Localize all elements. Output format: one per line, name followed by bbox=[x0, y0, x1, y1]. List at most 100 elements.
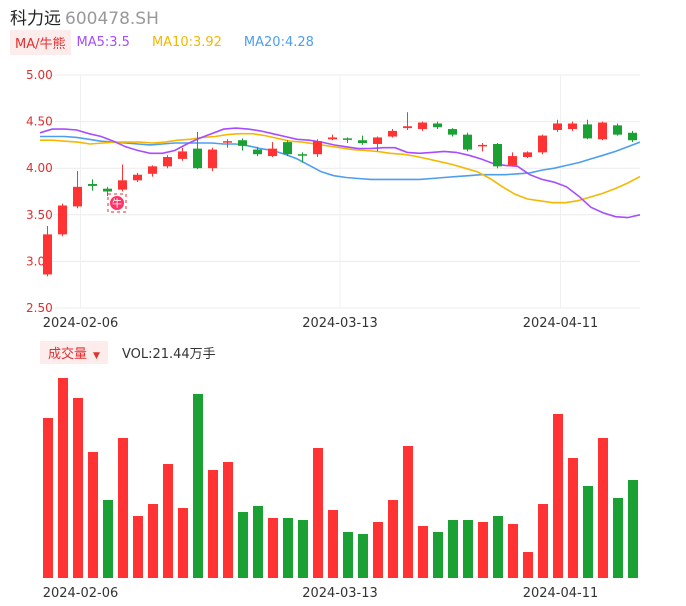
volume-bar bbox=[613, 498, 623, 578]
volume-bar bbox=[508, 524, 518, 578]
candle bbox=[208, 147, 217, 171]
volume-bar bbox=[403, 446, 413, 578]
volume-bar bbox=[388, 500, 398, 578]
candle bbox=[103, 186, 112, 197]
candle-body bbox=[418, 122, 427, 130]
candle-body bbox=[208, 149, 217, 169]
candle bbox=[223, 139, 232, 148]
volume-bar bbox=[463, 520, 473, 578]
candle bbox=[613, 123, 622, 136]
volume-bar bbox=[163, 464, 173, 578]
candle-body bbox=[253, 149, 262, 155]
candle-body bbox=[523, 152, 532, 158]
candle bbox=[118, 164, 127, 192]
x-tick-label: 2024-04-11 bbox=[523, 586, 599, 601]
ma20-label: MA20:4.28 bbox=[243, 34, 314, 50]
candle bbox=[328, 134, 337, 141]
candle bbox=[433, 121, 442, 130]
volume-bar bbox=[583, 486, 593, 578]
candle-body bbox=[298, 154, 307, 156]
candle-body bbox=[583, 124, 592, 139]
candle-body bbox=[433, 123, 442, 128]
candle-body bbox=[508, 156, 517, 166]
candle-body bbox=[238, 140, 247, 146]
volume-bar bbox=[523, 552, 533, 578]
volume-bar bbox=[313, 448, 323, 578]
candle bbox=[523, 151, 532, 158]
candle bbox=[568, 121, 577, 131]
candle bbox=[73, 170, 82, 209]
volume-bar bbox=[373, 522, 383, 578]
volume-bar bbox=[283, 518, 293, 578]
candle-body bbox=[598, 122, 607, 140]
candle bbox=[313, 139, 322, 158]
volume-bar bbox=[253, 506, 263, 578]
y-tick-label: 2.50 bbox=[26, 301, 53, 315]
candle bbox=[133, 172, 142, 183]
x-tick-label: 2024-02-06 bbox=[43, 586, 119, 601]
volume-bar bbox=[448, 520, 458, 578]
volume-bar bbox=[298, 520, 308, 578]
volume-bar bbox=[568, 458, 578, 578]
volume-bar bbox=[358, 534, 368, 578]
candle-body bbox=[538, 135, 547, 153]
candle-body bbox=[193, 148, 202, 169]
volume-bar bbox=[433, 532, 443, 578]
candle bbox=[493, 143, 502, 169]
x-tick-label: 2024-03-13 bbox=[302, 586, 378, 601]
candle bbox=[538, 134, 547, 155]
candle-body bbox=[163, 157, 172, 167]
volume-bar bbox=[553, 414, 563, 578]
volume-bar bbox=[88, 452, 98, 578]
candle-body bbox=[223, 141, 232, 143]
candle-body bbox=[628, 132, 637, 141]
volume-bar bbox=[238, 512, 248, 578]
volume-bar-series bbox=[43, 378, 638, 578]
candle bbox=[403, 112, 412, 130]
candle bbox=[343, 137, 352, 144]
candle bbox=[448, 128, 457, 137]
candle bbox=[283, 140, 292, 157]
candle-body bbox=[103, 188, 112, 192]
candle bbox=[418, 121, 427, 131]
volume-bar bbox=[103, 500, 113, 578]
candle-body bbox=[148, 166, 157, 174]
candle-body bbox=[73, 186, 82, 207]
candle bbox=[478, 143, 487, 152]
candle-body bbox=[283, 142, 292, 155]
x-tick-label: 2024-04-11 bbox=[523, 316, 599, 331]
candle bbox=[58, 203, 67, 237]
candle-body bbox=[388, 130, 397, 137]
ma10-label: MA10:3.92 bbox=[151, 34, 222, 50]
candle bbox=[253, 146, 262, 157]
ma5-line bbox=[39, 127, 641, 219]
candle bbox=[298, 152, 307, 163]
stock-code: 600478.SH bbox=[65, 9, 159, 29]
candle-body bbox=[118, 180, 127, 190]
candle-body bbox=[448, 129, 457, 135]
volume-bar bbox=[43, 418, 53, 578]
bull-marker-icon: 牛 bbox=[107, 193, 127, 213]
volume-bar bbox=[178, 508, 188, 578]
volume-bar bbox=[73, 398, 83, 578]
volume-bar bbox=[628, 480, 638, 578]
volume-selector-button[interactable]: 成交量 ▼ bbox=[40, 341, 108, 364]
ma20-line bbox=[40, 135, 641, 181]
indicator-selector-button[interactable]: MA/牛熊 bbox=[10, 29, 71, 55]
volume-bar bbox=[538, 504, 548, 578]
volume-bar bbox=[328, 510, 338, 578]
candle-body bbox=[313, 141, 322, 155]
candle bbox=[598, 121, 607, 141]
indicator-legend: MA/牛熊 MA5:3.5 MA10:3.92 MA20:4.28 bbox=[10, 29, 336, 55]
volume-bar bbox=[133, 516, 143, 578]
moving-average-lines bbox=[39, 127, 641, 219]
y-tick-label: 4.00 bbox=[26, 161, 53, 175]
candle-body bbox=[553, 123, 562, 130]
x-tick-label: 2024-03-13 bbox=[302, 316, 378, 331]
candle bbox=[463, 132, 472, 152]
volume-bar bbox=[268, 518, 278, 578]
candle bbox=[178, 147, 187, 161]
volume-value: VOL:21.44万手 bbox=[121, 347, 216, 362]
volume-bar bbox=[493, 516, 503, 578]
candle-body bbox=[328, 137, 337, 140]
